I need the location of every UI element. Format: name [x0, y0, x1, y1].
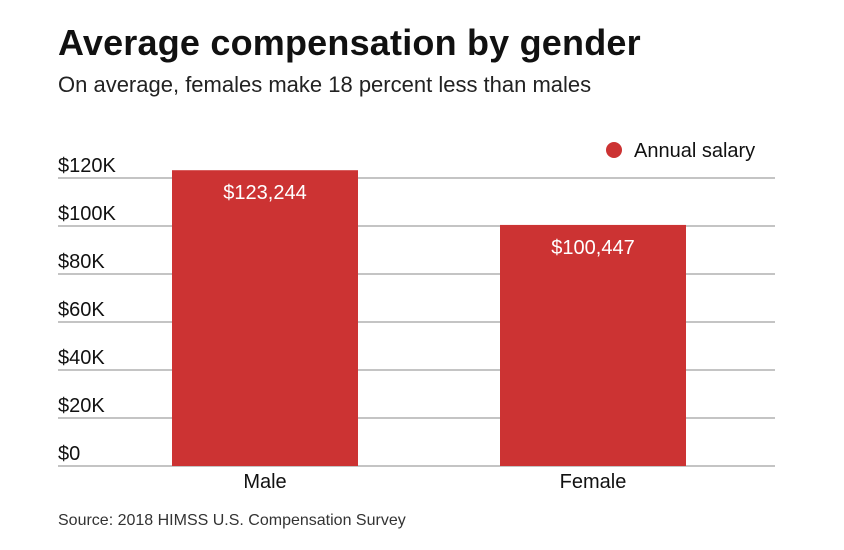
bar-female — [500, 224, 686, 466]
x-category-label: Female — [560, 471, 627, 493]
y-tick-label: $0 — [58, 443, 80, 465]
source-note: Source: 2018 HIMSS U.S. Compensation Sur… — [58, 512, 406, 529]
y-tick-label: $100K — [58, 203, 116, 225]
data-label-female: $100,447 — [551, 237, 634, 259]
bar-male — [172, 170, 358, 466]
bars — [172, 170, 686, 466]
legend-swatch-annual-salary — [606, 142, 622, 158]
labels: $0 $20K $40K $60K $80K $100K $120K $123,244 Male… — [58, 155, 635, 493]
chart-title: Average compensation by gender — [58, 22, 641, 63]
chart-subtitle: On average, females make 18 percent less… — [58, 72, 592, 97]
data-label-male: $123,244 — [223, 182, 306, 204]
y-tick-label: $20K — [58, 395, 105, 417]
y-tick-label: $60K — [58, 299, 105, 321]
x-category-label: Male — [243, 471, 286, 493]
y-tick-label: $80K — [58, 251, 105, 273]
legend: Annual salary — [606, 140, 755, 162]
y-tick-label: $40K — [58, 347, 105, 369]
y-tick-label: $120K — [58, 155, 116, 177]
legend-label-annual-salary: Annual salary — [634, 140, 755, 162]
